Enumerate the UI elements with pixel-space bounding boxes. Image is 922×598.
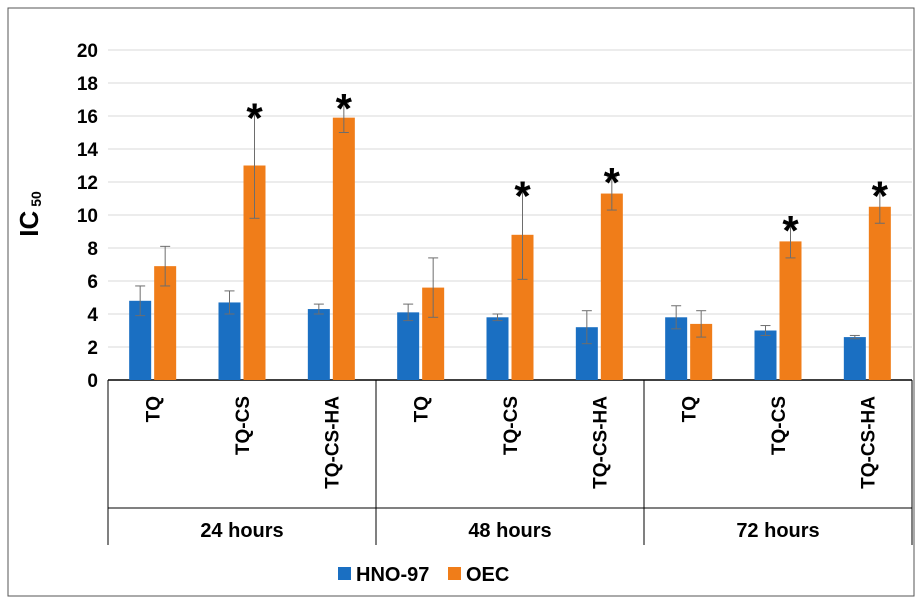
legend-swatch-hno-97 (338, 567, 351, 580)
bar-oec (332, 117, 355, 381)
legend: HNO-97 OEC (338, 564, 509, 586)
bar-oec (868, 206, 891, 380)
group-label: 24 hours (200, 520, 283, 542)
category-label: TQ-CS-HA (322, 396, 343, 489)
bar-oec (154, 266, 177, 380)
y-tick-label: 16 (77, 107, 98, 128)
significance-marker: * (514, 172, 531, 219)
bar-oec (690, 323, 713, 380)
bar-hno-97 (307, 309, 330, 380)
bar-hno-97 (486, 317, 509, 380)
gridlines (108, 49, 912, 348)
significance-marker: * (336, 85, 353, 132)
category-labels: TQ TQ-CS TQ-CS-HA TQ TQ-CS TQ-CS-HA TQ TQ-CS TQ-… (144, 396, 880, 542)
y-axis-label: IC 50 (14, 191, 44, 237)
category-label: TQ-CS-HA (858, 396, 879, 489)
category-label: TQ-CS (501, 396, 522, 455)
significance-marker: * (604, 159, 621, 206)
y-tick-label: 8 (87, 239, 98, 260)
bar-hno-97 (575, 327, 598, 380)
group-label: 48 hours (468, 520, 551, 542)
bar-hno-97 (218, 302, 241, 380)
y-tick-label: 14 (77, 140, 99, 161)
bar-oec (779, 241, 802, 380)
y-tick-label: 12 (77, 173, 98, 194)
category-label: TQ-CS-HA (590, 396, 611, 489)
category-label: TQ-CS (233, 396, 254, 455)
y-tick-label: 4 (87, 305, 98, 326)
y-tick-label: 2 (87, 338, 98, 359)
significance-marker: * (872, 172, 889, 219)
bar-hno-97 (754, 330, 777, 380)
legend-swatch-oec (448, 567, 461, 580)
y-tick-label: 10 (77, 206, 98, 227)
axes: 0 2 4 6 8 10 12 14 16 18 20 (77, 41, 913, 545)
y-tick-label: 0 (87, 371, 98, 392)
category-label: TQ (144, 396, 165, 422)
category-label: TQ-CS (769, 396, 790, 455)
legend-label-hno-97: HNO-97 (356, 564, 429, 586)
bar-hno-97 (129, 300, 152, 380)
bar-oec (243, 165, 266, 380)
bar-hno-97 (397, 312, 420, 380)
group-label: 72 hours (736, 520, 819, 542)
category-label: TQ (412, 396, 433, 422)
category-label: TQ (680, 396, 701, 422)
y-axis-label-subscript: 50 (28, 191, 44, 207)
bar-oec (600, 193, 623, 380)
y-tick-label: 6 (87, 272, 98, 293)
bar-hno-97 (843, 337, 866, 380)
y-tick-label: 18 (77, 74, 98, 95)
significance-marker: * (246, 95, 263, 142)
y-axis-label-main: IC (14, 211, 44, 237)
bar-oec (422, 287, 445, 380)
bar-hno-97 (665, 317, 688, 380)
bars: * * * * * * (129, 85, 891, 381)
bar-oec (511, 234, 534, 380)
legend-label-oec: OEC (466, 564, 509, 586)
y-tick-label: 20 (77, 41, 98, 62)
significance-marker: * (782, 207, 799, 254)
